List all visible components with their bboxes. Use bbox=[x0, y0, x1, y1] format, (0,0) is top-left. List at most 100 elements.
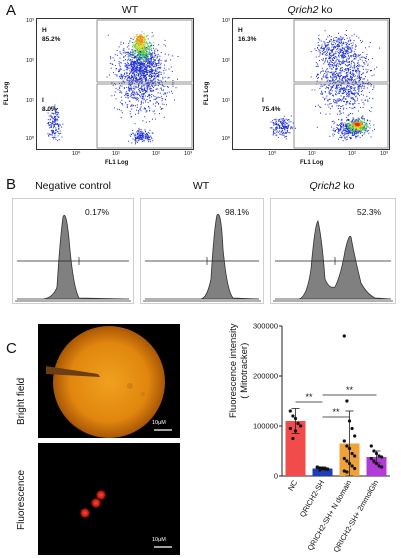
xtick: 10¹ bbox=[112, 151, 120, 157]
panel-label-c: C bbox=[6, 340, 17, 357]
data-point bbox=[345, 444, 349, 448]
dotplot-wt-ylabel: FL3 Log bbox=[4, 81, 10, 105]
ytick: 10³ bbox=[222, 18, 230, 24]
fluorescence-label: Fluorescence bbox=[16, 469, 27, 530]
dotplot-ko bbox=[232, 18, 390, 150]
data-point bbox=[323, 466, 327, 471]
hist-ko-title-gene: Qrich2 bbox=[309, 180, 341, 192]
dotplot-wt-yticks: 10³ 10² 10¹ 10⁰ bbox=[20, 18, 34, 148]
dotplot-ko-xlabel: FL1 Log bbox=[300, 160, 324, 166]
data-point bbox=[342, 456, 346, 461]
hist-neg-curve bbox=[17, 214, 130, 300]
data-point bbox=[380, 465, 384, 469]
fluorescence-scene bbox=[79, 489, 172, 548]
hist-wt-curve bbox=[145, 213, 260, 300]
data-point bbox=[374, 461, 379, 466]
dotplot-ko-ylabel: FL3 Log bbox=[204, 81, 210, 105]
hist-ko-title: Qrich2 ko bbox=[270, 180, 394, 192]
dotplot-wt-h-label: H bbox=[42, 27, 47, 34]
dotplot-wt-i-label: I bbox=[42, 97, 44, 104]
data-point bbox=[347, 461, 352, 466]
data-point bbox=[342, 469, 346, 473]
data-point bbox=[288, 409, 292, 413]
data-point bbox=[372, 459, 376, 463]
xtick: 10⁰ bbox=[268, 151, 277, 157]
dotplot-wt-title: WT bbox=[121, 4, 139, 16]
hist-ko-pct: 52.3% bbox=[357, 207, 382, 217]
brightfield-scene bbox=[46, 326, 172, 438]
panel-label-b: B bbox=[6, 176, 17, 193]
y-tick-label: 200000 bbox=[253, 372, 278, 381]
data-point bbox=[342, 439, 346, 443]
significance-label: ** bbox=[332, 407, 340, 417]
hist-neg-pct: 0.17% bbox=[85, 207, 110, 217]
brightfield-label: Bright field bbox=[16, 377, 27, 425]
brightfield-scale-bar: 10μM bbox=[152, 420, 166, 426]
data-point bbox=[353, 434, 357, 438]
data-point bbox=[288, 426, 292, 431]
bar-chart: 0100000200000300000NCQRICH2-SHQRICH2-SH+… bbox=[253, 322, 390, 554]
xtick: 10⁰ bbox=[72, 151, 81, 157]
data-point bbox=[380, 455, 384, 459]
dotplot-ko-xticks: 10⁰ 10¹ 10² 10³ bbox=[232, 151, 390, 159]
hist-ko-plot bbox=[273, 220, 393, 302]
y-tick-label: 0 bbox=[274, 472, 278, 481]
hist-ko-curve bbox=[275, 220, 392, 300]
data-point bbox=[315, 465, 319, 470]
hist-negative-control: 0.17% bbox=[12, 198, 134, 304]
dotplot-ko-yticks: 10³ 10² 10¹ 10⁰ bbox=[216, 18, 230, 148]
dotplot-ko-title-gene: Qrich2 bbox=[287, 4, 319, 16]
data-point bbox=[350, 464, 354, 468]
dotplot-ko-h-pct: 16.3% bbox=[238, 36, 257, 43]
data-point bbox=[326, 467, 330, 471]
ytick: 10⁰ bbox=[221, 136, 230, 142]
data-point bbox=[377, 454, 381, 458]
data-point bbox=[320, 466, 325, 470]
x-tick-label: QRICH2-SH bbox=[298, 479, 326, 519]
ylabel-line2: ( Mitotracker) bbox=[239, 342, 250, 399]
hist-wt: 98.1% bbox=[140, 198, 264, 304]
data-point bbox=[374, 451, 379, 456]
data-point bbox=[350, 451, 354, 456]
hist-ko-title-suffix: ko bbox=[340, 180, 355, 192]
data-point bbox=[372, 449, 376, 453]
ytick: 10⁰ bbox=[25, 136, 34, 142]
bar bbox=[312, 468, 333, 476]
data-point bbox=[369, 456, 373, 461]
hist-wt-plot bbox=[143, 213, 261, 302]
dotplot-ko-i-label: I bbox=[262, 97, 264, 104]
data-point bbox=[347, 446, 352, 451]
data-point bbox=[369, 444, 373, 448]
data-point bbox=[377, 464, 381, 468]
dotplot-ko-title: Qrich2 ko bbox=[240, 4, 380, 16]
xtick: 10² bbox=[348, 151, 356, 157]
data-point bbox=[342, 334, 346, 338]
y-tick-label: 300000 bbox=[253, 322, 278, 331]
xtick: 10³ bbox=[184, 151, 192, 157]
data-point bbox=[353, 466, 357, 471]
dotplot-ko-h-label: H bbox=[238, 27, 243, 34]
x-tick-label: NC bbox=[286, 478, 300, 492]
dotplot-wt-i-pct: 8.0% bbox=[42, 106, 57, 113]
ytick: 10¹ bbox=[26, 98, 34, 104]
hist-ko: 52.3% bbox=[270, 198, 396, 304]
data-point bbox=[291, 436, 295, 441]
ytick: 10² bbox=[26, 58, 34, 64]
hist-neg-plot bbox=[15, 214, 131, 302]
xtick: 10³ bbox=[380, 151, 388, 157]
brightfield-image: 10μM bbox=[38, 324, 180, 438]
data-point bbox=[350, 426, 354, 431]
hist-wt-pct: 98.1% bbox=[225, 207, 250, 217]
hist-neg-title: Negative control bbox=[35, 180, 111, 192]
fluorescence-scale-bar: 10μM bbox=[152, 537, 166, 543]
fluorescence-image: 10μM bbox=[38, 443, 180, 555]
dotplot-wt-xlabel: FL1 Log bbox=[105, 160, 129, 166]
ytick: 10² bbox=[222, 58, 230, 64]
dotplot-wt-h-pct: 85.2% bbox=[42, 36, 61, 43]
dotplot-ko-title-suffix: ko bbox=[318, 4, 333, 16]
data-point bbox=[299, 424, 303, 428]
data-point bbox=[318, 468, 322, 472]
data-point bbox=[291, 414, 295, 418]
dotplot-ko-i-pct: 75.4% bbox=[262, 106, 281, 113]
ytick: 10¹ bbox=[222, 98, 230, 104]
